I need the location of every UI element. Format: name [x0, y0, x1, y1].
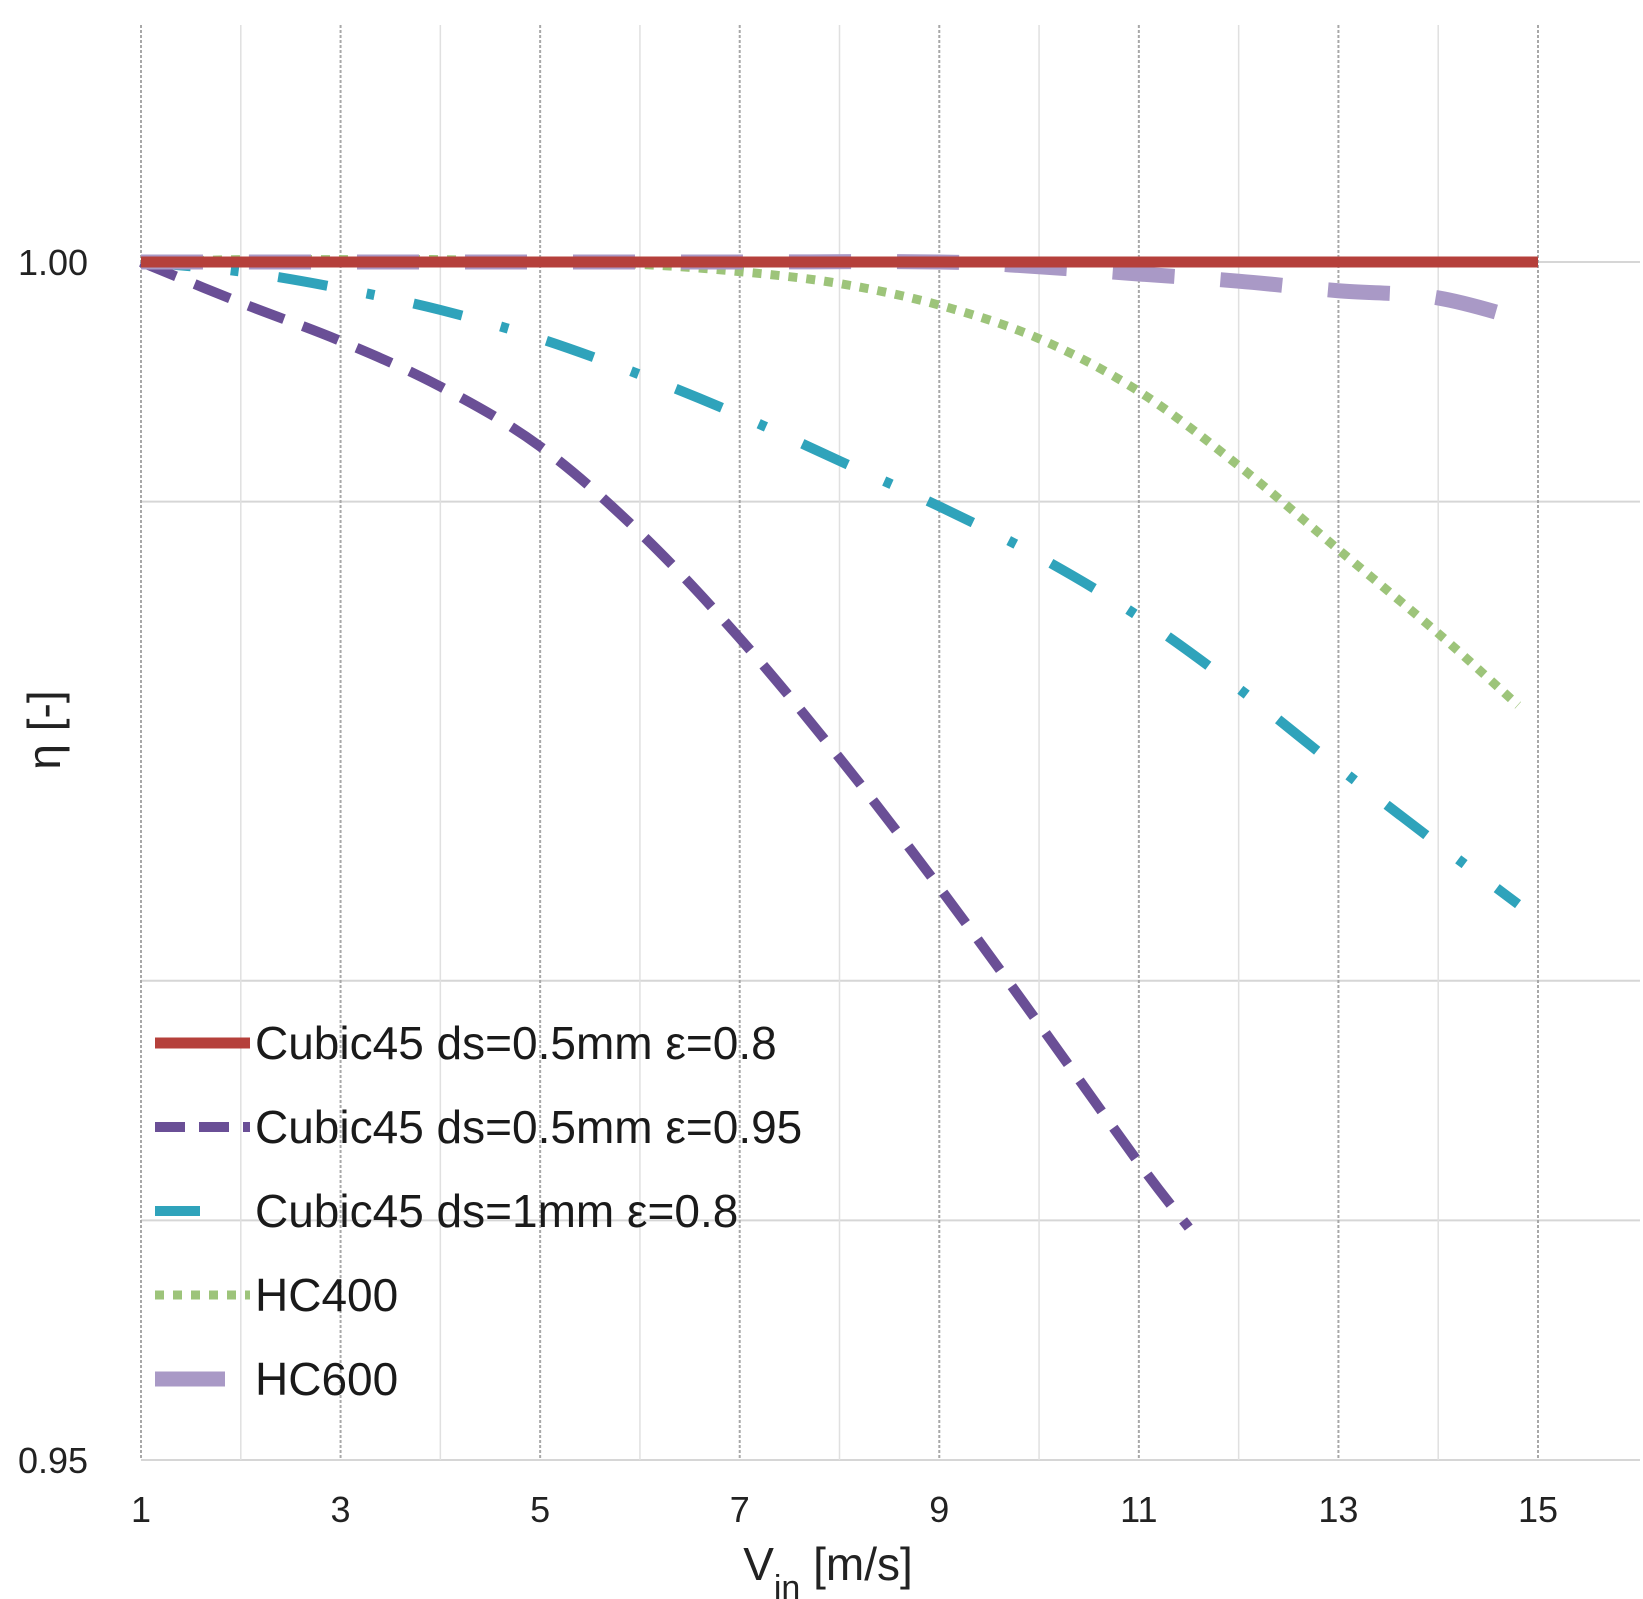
- x-axis-title-unit: [m/s]: [800, 1538, 912, 1590]
- series-line-3: [140, 257, 1522, 909]
- legend: Cubic45 ds=0.5mm ε=0.8 Cubic45 ds=0.5mm ε…: [155, 1017, 802, 1405]
- grid-lines: [140, 25, 1640, 1461]
- series-line-2: [139, 257, 1193, 1231]
- data-series: [139, 254, 1540, 1231]
- legend-label-3: Cubic45 ds=1mm ε=0.8: [255, 1185, 738, 1237]
- x-tick-label: 3: [331, 1489, 351, 1530]
- x-tick-label: 1: [131, 1489, 151, 1530]
- x-tick-label: 11: [1120, 1489, 1157, 1530]
- y-tick-label: 1.00: [18, 242, 88, 283]
- series-line-5: [141, 254, 1540, 332]
- x-tick-label: 15: [1518, 1489, 1558, 1530]
- legend-label-4: HC400: [255, 1269, 398, 1321]
- x-axis-title-subscript: in: [774, 1569, 800, 1599]
- x-tick-label: 13: [1318, 1489, 1358, 1530]
- legend-label-1: Cubic45 ds=0.5mm ε=0.8: [255, 1017, 777, 1069]
- legend-label-5: HC600: [255, 1353, 398, 1405]
- y-axis-title: η [-]: [18, 690, 70, 769]
- legend-label-2: Cubic45 ds=0.5mm ε=0.95: [255, 1101, 802, 1153]
- y-tick-label: 0.95: [18, 1440, 88, 1481]
- x-tick-label: 9: [929, 1489, 949, 1530]
- x-tick-label: 5: [530, 1489, 550, 1530]
- x-tick-label: 7: [730, 1489, 750, 1530]
- series-line-4: [140, 254, 1522, 709]
- tick-labels: 1 3 5 7 9 11 13 151.000.95: [18, 242, 1558, 1530]
- x-axis-title-main: V: [743, 1538, 774, 1590]
- x-axis-title: Vin [m/s]: [743, 1538, 913, 1599]
